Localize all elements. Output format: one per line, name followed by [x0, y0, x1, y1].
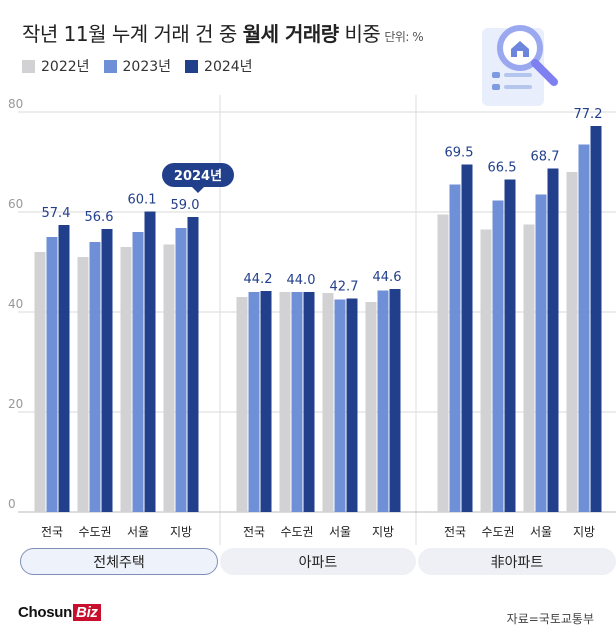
bar-g0-c3-s0 [163, 244, 175, 512]
bar-g1-c2-s2 [346, 298, 358, 512]
bar-g2-c0-s2 [461, 164, 473, 512]
group-pill-total-housing: 전체주택 [20, 548, 218, 575]
bar-g1-c2-s1 [334, 299, 346, 512]
bar-g1-c1-s0 [279, 292, 291, 512]
legend: 2022년 2023년 2024년 [22, 56, 253, 76]
legend-swatch-2024 [185, 59, 199, 73]
data-label-g2-c3: 77.2 [574, 107, 603, 122]
legend-item-2022: 2022년 [22, 56, 90, 76]
source-note: 자료=국토교통부 [506, 612, 594, 626]
legend-label-2022: 2022년 [41, 59, 90, 75]
category-label-g0-c2: 서울 [127, 525, 149, 539]
legend-label-2024: 2024년 [204, 59, 253, 75]
bar-g1-c2-s0 [322, 293, 334, 512]
bar-g1-c3-s2 [389, 289, 401, 512]
category-label-g2-c3: 지방 [573, 525, 595, 539]
bar-g2-c0-s1 [449, 184, 461, 512]
group-pill-apartment: 아파트 [220, 548, 416, 575]
bar-g0-c0-s1 [46, 237, 58, 512]
bar-g0-c1-s2 [101, 229, 113, 512]
bar-g2-c2-s2 [547, 168, 559, 512]
category-label-g2-c2: 서울 [530, 525, 552, 539]
y-tick-label-20: 20 [8, 397, 23, 411]
data-label-g2-c0: 69.5 [445, 146, 474, 161]
bar-g0-c1-s1 [89, 242, 101, 512]
category-label-g2-c1: 수도권 [481, 525, 514, 539]
data-label-g0-c0: 57.4 [42, 206, 71, 221]
bar-g1-c0-s0 [236, 297, 248, 512]
bar-g0-c0-s0 [34, 252, 46, 512]
data-label-g1-c3: 44.6 [373, 270, 402, 285]
category-label-g0-c0: 전국 [41, 525, 63, 539]
callout-pointer [192, 187, 204, 193]
bar-g2-c3-s0 [566, 172, 578, 512]
y-tick-label-60: 60 [8, 197, 23, 211]
category-label-g1-c3: 지방 [372, 525, 394, 539]
bar-g0-c3-s1 [175, 228, 187, 512]
data-label-g1-c1: 44.0 [287, 273, 316, 288]
legend-swatch-2022 [22, 59, 35, 73]
bar-g0-c3-s2 [187, 217, 199, 512]
legend-item-2024: 2024년 [185, 56, 253, 76]
bar-g1-c1-s2 [303, 292, 315, 512]
bar-g1-c3-s0 [365, 302, 377, 512]
bar-g0-c0-s2 [58, 225, 70, 512]
bar-g2-c3-s2 [590, 126, 602, 512]
logo-accent: Biz [73, 604, 101, 621]
bar-g2-c1-s0 [480, 229, 492, 512]
callout-label: 2024년 [174, 169, 222, 184]
y-tick-label-80: 80 [8, 97, 23, 111]
category-label-g0-c3: 지방 [170, 525, 192, 539]
bar-g2-c1-s1 [492, 200, 504, 512]
data-label-g1-c2: 42.7 [330, 280, 359, 295]
bar-g0-c2-s2 [144, 211, 156, 512]
bar-g0-c2-s1 [132, 232, 144, 512]
category-label-g1-c1: 수도권 [280, 525, 313, 539]
category-label-g1-c0: 전국 [243, 525, 265, 539]
logo-main: Chosun [18, 604, 73, 621]
data-label-g0-c3: 59.0 [171, 198, 200, 213]
bar-g2-c3-s1 [578, 144, 590, 512]
data-label-g2-c1: 66.5 [488, 161, 517, 176]
bar-g2-c2-s1 [535, 194, 547, 512]
bar-g2-c0-s0 [437, 214, 449, 512]
callout-bubble [162, 163, 234, 187]
data-label-g0-c1: 56.6 [85, 210, 114, 225]
data-label-g0-c2: 60.1 [128, 193, 157, 208]
data-label-g2-c2: 68.7 [531, 150, 560, 165]
title-prefix: 작년 11월 누계 거래 건 중 [22, 22, 243, 46]
data-label-g1-c0: 44.2 [244, 272, 273, 287]
bar-g1-c3-s1 [377, 290, 389, 512]
bar-g0-c2-s0 [120, 247, 132, 512]
title-bold: 월세 거래량 [242, 22, 339, 46]
chart-title: 작년 11월 누계 거래 건 중 월세 거래량 비중 단위: % [22, 18, 424, 47]
legend-swatch-2023 [103, 59, 117, 73]
bar-g2-c1-s2 [504, 179, 516, 512]
bar-g0-c1-s0 [77, 257, 89, 512]
y-tick-label-40: 40 [8, 297, 23, 311]
bar-g1-c1-s1 [291, 292, 303, 512]
house-search-icon [482, 25, 558, 106]
title-suffix: 비중 [338, 22, 381, 46]
y-tick-label-0: 0 [8, 497, 16, 511]
bar-g2-c2-s0 [523, 224, 535, 512]
unit-label: 단위: % [384, 30, 424, 44]
legend-label-2023: 2023년 [122, 59, 172, 75]
bar-g1-c0-s1 [248, 292, 260, 512]
chosunbiz-logo: Chosun Biz [18, 604, 101, 621]
category-label-g0-c1: 수도권 [78, 525, 111, 539]
group-pill-non-apartment: 非아파트 [418, 548, 616, 575]
bar-g1-c0-s2 [260, 291, 272, 512]
legend-item-2023: 2023년 [103, 56, 172, 76]
category-label-g1-c2: 서울 [329, 525, 351, 539]
category-label-g2-c0: 전국 [444, 525, 466, 539]
